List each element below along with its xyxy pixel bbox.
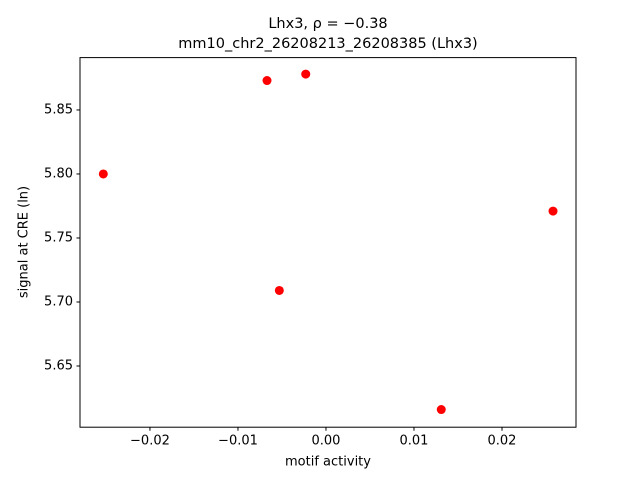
y-tick-label: 5.75 (44, 230, 73, 245)
chart-subtitle: mm10_chr2_26208213_26208385 (Lhx3) (178, 36, 477, 52)
chart-title: Lhx3, ρ = −0.38 (268, 16, 387, 32)
point (98, 169, 108, 179)
plot-frame (79, 57, 577, 428)
y-tick-label: 5.85 (44, 102, 73, 117)
x-tick-label: 0.01 (400, 434, 429, 449)
x-axis-label: motif activity (285, 455, 371, 470)
point (262, 76, 272, 86)
x-tick-label: 0.00 (311, 434, 340, 449)
point (548, 206, 558, 216)
y-tick-label: 5.65 (44, 359, 73, 374)
point (274, 285, 284, 295)
y-tick-label: 5.70 (44, 294, 73, 309)
x-tick-label: −0.01 (218, 434, 258, 449)
x-tick-label: −0.02 (130, 434, 170, 449)
x-tick-label: 0.02 (488, 434, 517, 449)
point (301, 69, 311, 79)
y-tick-label: 5.80 (44, 166, 73, 181)
y-axis-label: signal at CRE (ln) (17, 186, 32, 298)
point (436, 405, 446, 415)
